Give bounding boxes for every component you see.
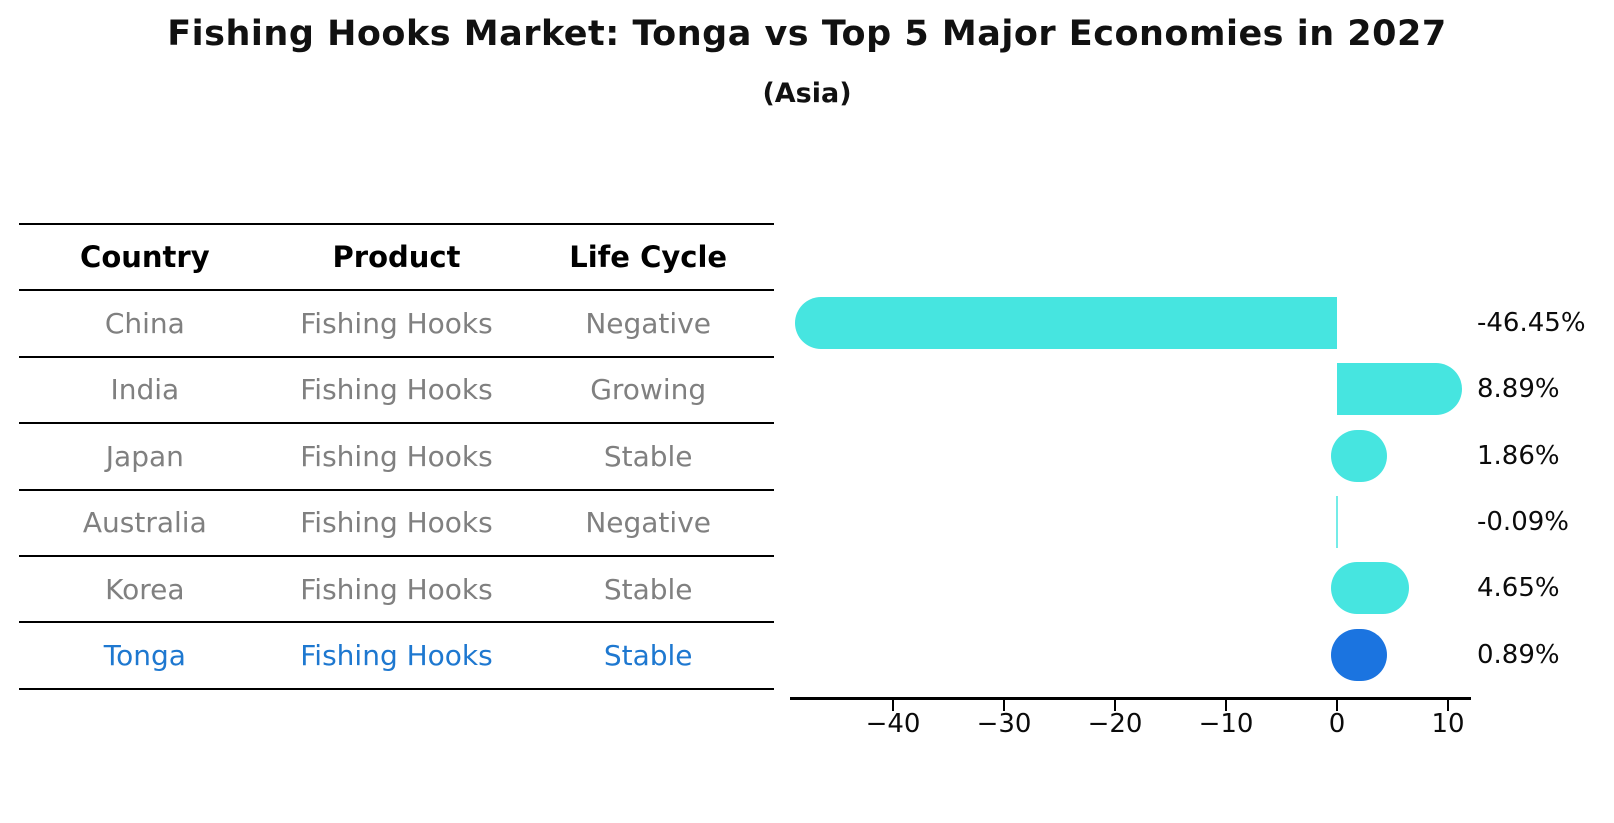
bar-china (795, 296, 1337, 349)
bar-india (1337, 363, 1462, 415)
cell-country: Australia (82, 506, 207, 540)
table-row-india: India Fishing Hooks Growing (19, 358, 774, 425)
x-axis-line (790, 697, 1471, 700)
value-label-india: 8.89% (1477, 374, 1560, 404)
cell-country: Japan (105, 439, 184, 473)
cell-life_cycle: Negative (585, 307, 711, 341)
cell-life_cycle: Stable (603, 572, 693, 606)
x-tick-label: −10 (1198, 709, 1254, 739)
x-tick-mark (891, 700, 895, 711)
bar-japan (1331, 429, 1387, 482)
chart-title: Fishing Hooks Market: Tonga vs Top 5 Maj… (167, 14, 1447, 54)
cell-country: India (110, 373, 180, 407)
x-tick-label: −20 (1087, 709, 1143, 739)
cell-life_cycle: Stable (603, 439, 693, 473)
x-tick-label: 10 (1431, 709, 1465, 739)
x-tick-mark (1335, 700, 1339, 711)
table-header-country: Country (80, 240, 210, 275)
table-body: China Fishing Hooks Negative India Fishing H… (19, 291, 774, 690)
country-table: Country Product Life Cycle China Fishing Ho… (19, 223, 774, 690)
x-tick-mark (1113, 700, 1117, 711)
table-row-korea: Korea Fishing Hooks Stable (19, 557, 774, 624)
x-tick-mark (1002, 700, 1006, 711)
chart-subtitle: (Asia) (762, 78, 852, 109)
cell-product: Fishing Hooks (300, 439, 493, 473)
value-label-australia: -0.09% (1477, 506, 1569, 537)
cell-country: Tonga (103, 639, 186, 673)
cell-product: Fishing Hooks (300, 506, 493, 540)
cell-life_cycle: Growing (590, 373, 707, 407)
bar-australia (1336, 495, 1338, 548)
table-row-japan: Japan Fishing Hooks Stable (19, 424, 774, 491)
cell-life_cycle: Stable (603, 639, 693, 673)
x-tick-label: −30 (976, 709, 1032, 739)
cell-product: Fishing Hooks (300, 572, 493, 606)
x-tick-mark (1446, 700, 1450, 711)
table-header-product: Product (332, 240, 461, 275)
cell-life_cycle: Negative (585, 506, 711, 540)
bar-korea (1331, 562, 1409, 615)
cell-product: Fishing Hooks (300, 307, 493, 341)
table-row-china: China Fishing Hooks Negative (19, 291, 774, 358)
cell-product: Fishing Hooks (300, 373, 493, 407)
table-row-australia: Australia Fishing Hooks Negative (19, 491, 774, 557)
value-label-korea: 4.65% (1477, 573, 1560, 604)
value-label-china: -46.45% (1477, 307, 1586, 338)
value-label-japan: 1.86% (1477, 440, 1560, 471)
cell-country: Korea (105, 572, 185, 606)
table-header-life-cycle: Life Cycle (569, 240, 728, 275)
table-row-tonga: Tonga Fishing Hooks Stable (19, 623, 774, 690)
bar-tonga (1331, 628, 1387, 681)
x-tick-mark (1224, 700, 1228, 711)
x-tick-label: −40 (865, 709, 921, 739)
cell-country: China (104, 307, 185, 341)
table-header-row: Country Product Life Cycle (19, 225, 774, 292)
value-label-tonga: 0.89% (1477, 639, 1560, 670)
cell-product: Fishing Hooks (300, 639, 493, 673)
x-tick-label: 0 (1328, 709, 1346, 739)
